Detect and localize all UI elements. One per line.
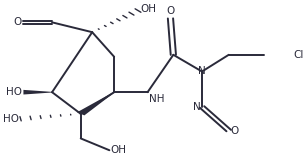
Text: HO: HO <box>3 114 19 124</box>
Text: NH: NH <box>149 94 164 104</box>
Text: O: O <box>166 6 174 16</box>
Text: OH: OH <box>111 145 127 155</box>
Text: O: O <box>14 17 22 27</box>
Text: HO: HO <box>6 87 22 97</box>
Polygon shape <box>23 90 52 95</box>
Text: N: N <box>193 102 200 112</box>
Text: Cl: Cl <box>293 50 303 60</box>
Text: N: N <box>198 66 206 76</box>
Text: O: O <box>230 126 239 135</box>
Text: OH: OH <box>140 4 156 14</box>
Polygon shape <box>77 92 115 115</box>
